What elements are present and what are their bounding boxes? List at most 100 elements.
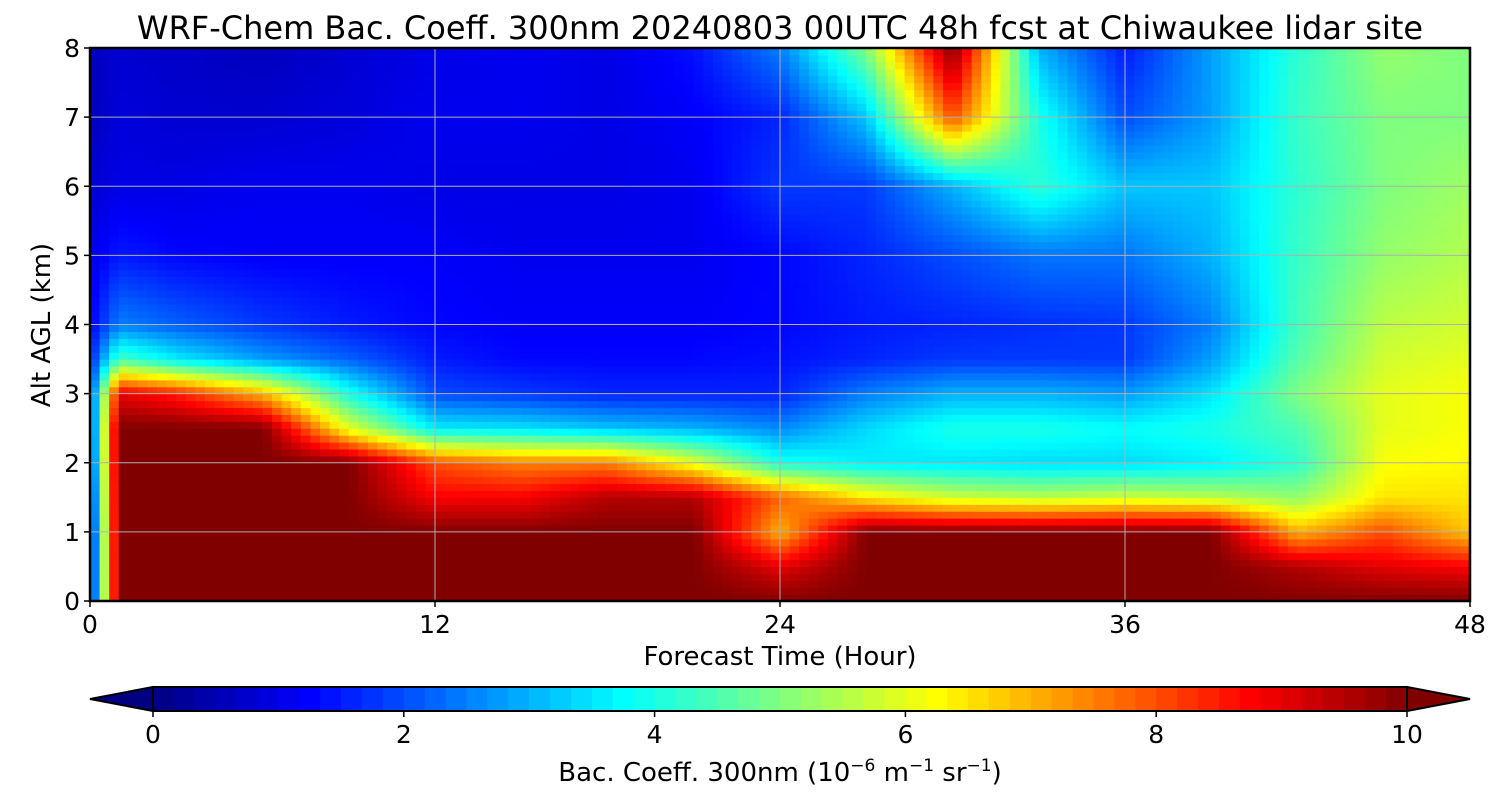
heatmap-cell [205, 545, 216, 554]
heatmap-cell [1038, 476, 1049, 485]
heatmap-cell [511, 483, 522, 491]
heatmap-cell [1000, 594, 1011, 602]
heatmap-cell [406, 483, 417, 491]
heatmap-cell [1460, 545, 1471, 554]
heatmap-cell [377, 372, 388, 381]
heatmap-cell [607, 573, 618, 581]
heatmap-cell [760, 372, 772, 381]
heatmap-cell [789, 559, 800, 568]
heatmap-cell [1460, 518, 1471, 526]
heatmap-cell [1096, 587, 1107, 595]
heatmap-cell [1307, 407, 1318, 415]
heatmap-cell [722, 559, 733, 568]
heatmap-cell [1182, 538, 1193, 547]
heatmap-cell [1431, 531, 1442, 540]
heatmap-cell [1105, 414, 1117, 422]
heatmap-cell [722, 580, 733, 588]
heatmap-cell [1201, 504, 1212, 512]
heatmap-cell [109, 365, 120, 374]
heatmap-cell [1077, 476, 1088, 485]
heatmap-cell [1278, 469, 1289, 478]
heatmap-cell [1259, 511, 1270, 519]
heatmap-cell [387, 386, 398, 395]
heatmap-cell [712, 545, 724, 554]
heatmap-cell [109, 393, 120, 402]
heatmap-cell [157, 462, 168, 471]
heatmap-cell [1172, 462, 1184, 471]
heatmap-cell [1402, 476, 1414, 485]
heatmap-cell [674, 435, 685, 443]
heatmap-cell [300, 511, 312, 519]
heatmap-cell [693, 372, 704, 381]
heatmap-cell [320, 386, 331, 395]
heatmap-cell [1038, 545, 1049, 554]
heatmap-cell [684, 511, 695, 519]
heatmap-cell [358, 400, 369, 409]
heatmap-cell [923, 469, 934, 478]
heatmap-cell [157, 518, 168, 526]
heatmap-cell [454, 407, 465, 415]
heatmap-cell [185, 511, 197, 519]
heatmap-cell [799, 538, 810, 547]
heatmap-cell [147, 407, 158, 415]
heatmap-cell [1335, 524, 1347, 533]
heatmap-cell [540, 497, 551, 505]
heatmap-cell [1355, 393, 1366, 402]
heatmap-cell [387, 566, 398, 574]
heatmap-cell [454, 497, 465, 505]
heatmap-cell [684, 372, 695, 381]
heatmap-cell [396, 448, 407, 457]
heatmap-cell [463, 524, 474, 533]
heatmap-cell [195, 379, 206, 388]
heatmap-cell [1105, 497, 1117, 505]
heatmap-cell [157, 455, 168, 464]
heatmap-cell [1355, 365, 1366, 374]
heatmap-cell [588, 504, 599, 512]
heatmap-cell [722, 386, 733, 395]
heatmap-cell [1010, 393, 1021, 402]
heatmap-cell [550, 504, 561, 512]
heatmap-cell [1144, 435, 1155, 443]
heatmap-cell [1383, 428, 1394, 436]
heatmap-cell [1000, 393, 1011, 402]
heatmap-cell [760, 462, 772, 471]
heatmap-cell [99, 462, 110, 471]
heatmap-cell [377, 421, 388, 429]
heatmap-cell [300, 490, 312, 498]
heatmap-cell [569, 469, 580, 478]
heatmap-cell [329, 469, 340, 478]
heatmap-cell [1259, 428, 1270, 436]
heatmap-cell [693, 365, 704, 374]
heatmap-cell [1230, 365, 1241, 374]
heatmap-cell [1038, 469, 1049, 478]
heatmap-cell [1125, 559, 1136, 568]
heatmap-cell [195, 414, 206, 422]
heatmap-cell [1048, 587, 1059, 595]
heatmap-cell [981, 359, 992, 367]
heatmap-cell [137, 504, 149, 512]
heatmap-cell [137, 435, 149, 443]
heatmap-cell [1412, 379, 1423, 388]
heatmap-cell [684, 442, 695, 450]
heatmap-cell [1144, 372, 1155, 381]
heatmap-cell [578, 587, 589, 595]
heatmap-cell [1278, 442, 1289, 450]
heatmap-cell [1134, 428, 1145, 436]
heatmap-cell [1163, 393, 1174, 402]
heatmap-cell [109, 400, 120, 409]
heatmap-cell [588, 559, 599, 568]
heatmap-cell [99, 469, 110, 478]
heatmap-cell [90, 511, 101, 519]
heatmap-cell [329, 386, 340, 395]
heatmap-cell [818, 552, 829, 561]
heatmap-cell [1355, 435, 1366, 443]
heatmap-cell [205, 359, 216, 367]
heatmap-cell [1192, 545, 1203, 554]
heatmap-cell [597, 531, 609, 540]
heatmap-cell [1355, 372, 1366, 381]
heatmap-cell [665, 379, 676, 388]
heatmap-cell [751, 414, 762, 422]
heatmap-cell [1019, 538, 1030, 547]
heatmap-cell [1192, 407, 1203, 415]
heatmap-cell [1259, 400, 1270, 409]
